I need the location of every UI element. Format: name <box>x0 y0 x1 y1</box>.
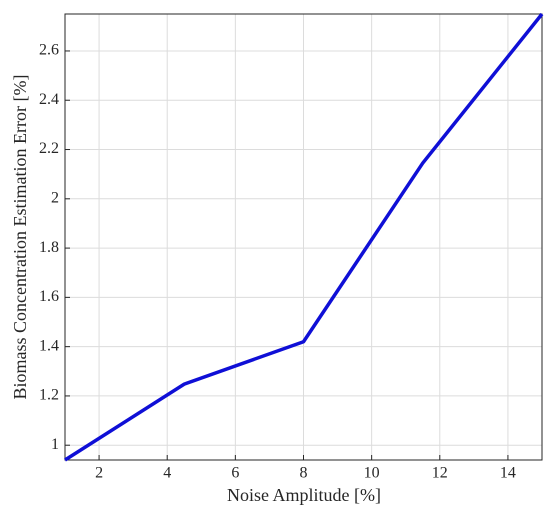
x-tick-label: 10 <box>364 465 380 482</box>
x-tick-label: 6 <box>231 465 239 482</box>
y-tick-label: 2.2 <box>39 140 59 157</box>
x-tick-label: 2 <box>95 465 103 482</box>
x-axis-label: Noise Amplitude [%] <box>227 485 381 505</box>
y-tick-label: 1 <box>51 436 59 453</box>
y-tick-label: 1.8 <box>39 239 59 256</box>
y-axis-label: Biomass Concentration Estimation Error [… <box>10 75 30 400</box>
y-tick-label: 2.6 <box>39 42 59 59</box>
y-tick-label: 1.2 <box>39 387 59 404</box>
x-tick-label: 4 <box>163 465 171 482</box>
y-tick-label: 2 <box>51 189 59 206</box>
y-tick-label: 1.4 <box>39 337 59 354</box>
y-tick-label: 1.6 <box>39 288 59 305</box>
x-tick-label: 12 <box>432 465 448 482</box>
x-tick-label: 8 <box>300 465 308 482</box>
x-tick-label: 14 <box>500 465 516 482</box>
y-tick-label: 2.4 <box>39 91 59 108</box>
data-line <box>64 12 544 462</box>
plot-frame <box>64 13 543 461</box>
